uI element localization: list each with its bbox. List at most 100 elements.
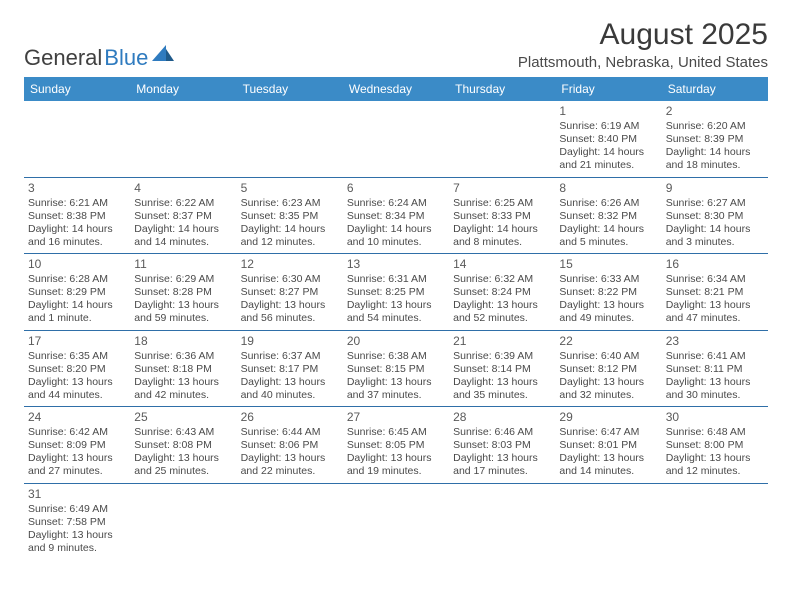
sunset-line: Sunset: 8:03 PM [453,439,551,452]
sunrise-line: Sunrise: 6:44 AM [241,426,339,439]
calendar-cell [449,101,555,177]
calendar-cell: 10Sunrise: 6:28 AMSunset: 8:29 PMDayligh… [24,254,130,331]
logo: General Blue [24,45,174,71]
day-number: 5 [241,181,339,196]
day-number: 14 [453,257,551,272]
calendar-cell: 2Sunrise: 6:20 AMSunset: 8:39 PMDaylight… [662,101,768,177]
daylight-line: Daylight: 14 hours and 10 minutes. [347,223,445,249]
calendar-cell: 7Sunrise: 6:25 AMSunset: 8:33 PMDaylight… [449,177,555,254]
calendar-cell [555,483,661,559]
day-number: 31 [28,487,126,502]
page-title: August 2025 [518,18,768,52]
daylight-line: Daylight: 13 hours and 17 minutes. [453,452,551,478]
calendar-row: 17Sunrise: 6:35 AMSunset: 8:20 PMDayligh… [24,330,768,407]
daylight-line: Daylight: 14 hours and 18 minutes. [666,146,764,172]
day-number: 7 [453,181,551,196]
day-number: 13 [347,257,445,272]
calendar-row: 3Sunrise: 6:21 AMSunset: 8:38 PMDaylight… [24,177,768,254]
sunset-line: Sunset: 8:17 PM [241,363,339,376]
day-number: 9 [666,181,764,196]
day-number: 27 [347,410,445,425]
calendar-row: 24Sunrise: 6:42 AMSunset: 8:09 PMDayligh… [24,407,768,484]
day-number: 12 [241,257,339,272]
calendar-row: 31Sunrise: 6:49 AMSunset: 7:58 PMDayligh… [24,483,768,559]
sunrise-line: Sunrise: 6:48 AM [666,426,764,439]
daylight-line: Daylight: 13 hours and 9 minutes. [28,529,126,555]
calendar-cell: 20Sunrise: 6:38 AMSunset: 8:15 PMDayligh… [343,330,449,407]
sunrise-line: Sunrise: 6:41 AM [666,350,764,363]
calendar-cell: 1Sunrise: 6:19 AMSunset: 8:40 PMDaylight… [555,101,661,177]
daylight-line: Daylight: 14 hours and 16 minutes. [28,223,126,249]
calendar-cell: 22Sunrise: 6:40 AMSunset: 8:12 PMDayligh… [555,330,661,407]
sunset-line: Sunset: 8:30 PM [666,210,764,223]
sunset-line: Sunset: 8:35 PM [241,210,339,223]
calendar-cell [130,101,236,177]
daylight-line: Daylight: 13 hours and 49 minutes. [559,299,657,325]
sunset-line: Sunset: 8:12 PM [559,363,657,376]
day-number: 16 [666,257,764,272]
calendar-cell: 23Sunrise: 6:41 AMSunset: 8:11 PMDayligh… [662,330,768,407]
sunset-line: Sunset: 8:06 PM [241,439,339,452]
calendar-cell [343,101,449,177]
daylight-line: Daylight: 14 hours and 3 minutes. [666,223,764,249]
calendar-cell [662,483,768,559]
sunrise-line: Sunrise: 6:23 AM [241,197,339,210]
calendar-table: SundayMondayTuesdayWednesdayThursdayFrid… [24,77,768,559]
daylight-line: Daylight: 13 hours and 30 minutes. [666,376,764,402]
day-number: 26 [241,410,339,425]
day-number: 2 [666,104,764,119]
daylight-line: Daylight: 13 hours and 47 minutes. [666,299,764,325]
day-number: 22 [559,334,657,349]
sunrise-line: Sunrise: 6:34 AM [666,273,764,286]
sunrise-line: Sunrise: 6:22 AM [134,197,232,210]
daylight-line: Daylight: 14 hours and 8 minutes. [453,223,551,249]
sunrise-line: Sunrise: 6:40 AM [559,350,657,363]
logo-sail-icon [152,45,174,63]
day-header: Wednesday [343,77,449,101]
calendar-row: 10Sunrise: 6:28 AMSunset: 8:29 PMDayligh… [24,254,768,331]
sunset-line: Sunset: 8:14 PM [453,363,551,376]
sunrise-line: Sunrise: 6:19 AM [559,120,657,133]
calendar-cell: 17Sunrise: 6:35 AMSunset: 8:20 PMDayligh… [24,330,130,407]
logo-word1: General [24,45,102,71]
location: Plattsmouth, Nebraska, United States [518,54,768,71]
calendar-cell [343,483,449,559]
sunrise-line: Sunrise: 6:38 AM [347,350,445,363]
calendar-cell: 26Sunrise: 6:44 AMSunset: 8:06 PMDayligh… [237,407,343,484]
sunset-line: Sunset: 8:15 PM [347,363,445,376]
day-number: 8 [559,181,657,196]
day-header: Sunday [24,77,130,101]
calendar-body: 1Sunrise: 6:19 AMSunset: 8:40 PMDaylight… [24,101,768,559]
sunset-line: Sunset: 8:37 PM [134,210,232,223]
daylight-line: Daylight: 14 hours and 14 minutes. [134,223,232,249]
sunrise-line: Sunrise: 6:36 AM [134,350,232,363]
calendar-cell: 16Sunrise: 6:34 AMSunset: 8:21 PMDayligh… [662,254,768,331]
calendar-cell: 13Sunrise: 6:31 AMSunset: 8:25 PMDayligh… [343,254,449,331]
day-number: 21 [453,334,551,349]
title-block: August 2025 Plattsmouth, Nebraska, Unite… [518,18,768,71]
calendar-cell [237,101,343,177]
sunset-line: Sunset: 8:25 PM [347,286,445,299]
sunrise-line: Sunrise: 6:35 AM [28,350,126,363]
day-number: 23 [666,334,764,349]
calendar-cell: 28Sunrise: 6:46 AMSunset: 8:03 PMDayligh… [449,407,555,484]
daylight-line: Daylight: 13 hours and 22 minutes. [241,452,339,478]
sunrise-line: Sunrise: 6:37 AM [241,350,339,363]
day-header: Thursday [449,77,555,101]
daylight-line: Daylight: 13 hours and 12 minutes. [666,452,764,478]
calendar-cell [130,483,236,559]
sunset-line: Sunset: 8:32 PM [559,210,657,223]
sunset-line: Sunset: 8:39 PM [666,133,764,146]
daylight-line: Daylight: 13 hours and 32 minutes. [559,376,657,402]
calendar-cell: 11Sunrise: 6:29 AMSunset: 8:28 PMDayligh… [130,254,236,331]
sunset-line: Sunset: 8:18 PM [134,363,232,376]
daylight-line: Daylight: 13 hours and 44 minutes. [28,376,126,402]
sunset-line: Sunset: 8:22 PM [559,286,657,299]
sunset-line: Sunset: 8:34 PM [347,210,445,223]
day-number: 28 [453,410,551,425]
day-number: 29 [559,410,657,425]
daylight-line: Daylight: 13 hours and 35 minutes. [453,376,551,402]
sunrise-line: Sunrise: 6:46 AM [453,426,551,439]
day-number: 18 [134,334,232,349]
day-number: 1 [559,104,657,119]
